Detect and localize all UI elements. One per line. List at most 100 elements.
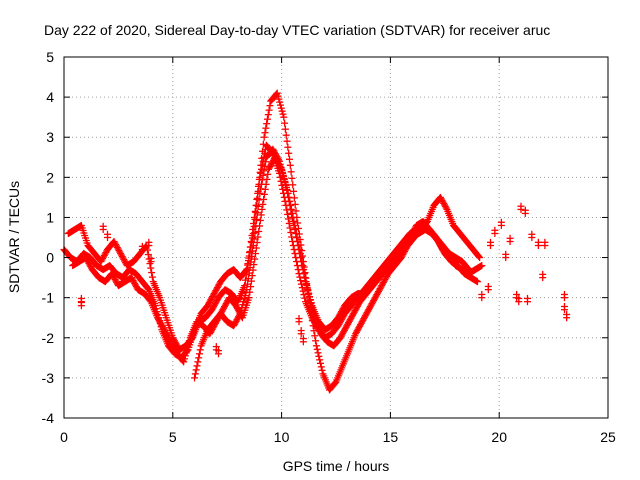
data-point [283,185,291,193]
data-point [204,302,212,310]
data-point [144,285,152,293]
data-point [286,224,294,232]
y-tick-label: 3 [46,129,54,145]
data-point [293,238,301,246]
data-point [502,250,510,258]
data-point [342,323,350,331]
data-point [280,175,288,183]
data-point [350,308,358,316]
data-point [311,332,319,340]
data-point [170,344,178,352]
data-point [438,196,446,204]
data-point [77,294,85,302]
data-point [249,242,257,250]
x-tick-label: 15 [383,429,399,445]
data-point [213,284,221,292]
data-point [441,202,449,210]
data-point [331,379,339,387]
data-point [318,366,326,374]
data-point [299,266,307,274]
data-point [381,276,389,284]
data-point [147,264,155,272]
data-point [286,201,294,209]
data-point [246,249,254,257]
data-point [491,226,499,234]
data-point [241,276,249,284]
data-point [294,224,302,232]
data-point [248,253,256,261]
data-point [255,227,263,235]
data-point [284,215,292,223]
data-point [264,170,272,178]
data-point [273,89,281,97]
data-point [382,274,390,282]
data-point [210,303,218,311]
data-point [301,294,309,302]
data-point [232,317,240,325]
data-point [99,255,107,263]
data-point [155,317,163,325]
data-point [262,124,270,132]
data-point [261,129,269,137]
data-point [351,307,359,315]
data-point [379,279,387,287]
data-point [181,352,189,360]
data-point [473,278,481,286]
grid [64,57,608,418]
data-point [352,330,360,338]
data-point [293,234,301,241]
data-point [285,197,293,205]
data-point [284,189,292,197]
data-point [289,181,297,189]
data-point [369,298,377,306]
data-point [98,256,106,264]
data-point [164,333,172,341]
data-point [145,238,153,246]
data-point [336,334,344,342]
data-point [110,238,118,246]
data-point [212,287,220,295]
data-point [410,226,418,234]
data-point [154,315,162,323]
data-point [360,315,368,323]
data-point [281,178,289,186]
data-point [244,260,252,268]
data-point [213,297,221,305]
data-point [315,352,323,360]
data-point [277,163,285,171]
x-axis-label: GPS time / hours [283,458,390,474]
data-point [348,313,356,321]
data-point [314,349,322,357]
data-points [60,89,571,394]
data-point [242,271,250,279]
data-point [160,326,168,334]
data-point [263,120,271,128]
data-point [112,241,120,249]
data-point [209,291,217,299]
data-point [154,314,162,322]
data-point [484,282,492,290]
data-point [257,211,265,219]
data-point [117,250,125,258]
data-point [119,254,127,262]
data-point [277,101,285,109]
data-point [274,154,282,162]
data-point [128,275,136,283]
data-point [258,205,266,213]
data-point [513,290,521,298]
data-point [506,234,514,242]
data-point [110,273,118,281]
data-point [305,290,313,298]
data-point [138,242,146,250]
data-point [291,225,299,233]
data-point [259,200,267,208]
data-point [163,330,171,338]
data-point [241,282,249,290]
data-point [289,217,297,225]
data-point [338,306,346,314]
data-point [257,185,265,193]
data-point [288,209,296,217]
data-point [356,321,364,329]
data-point [191,374,199,382]
data-point [349,310,357,318]
